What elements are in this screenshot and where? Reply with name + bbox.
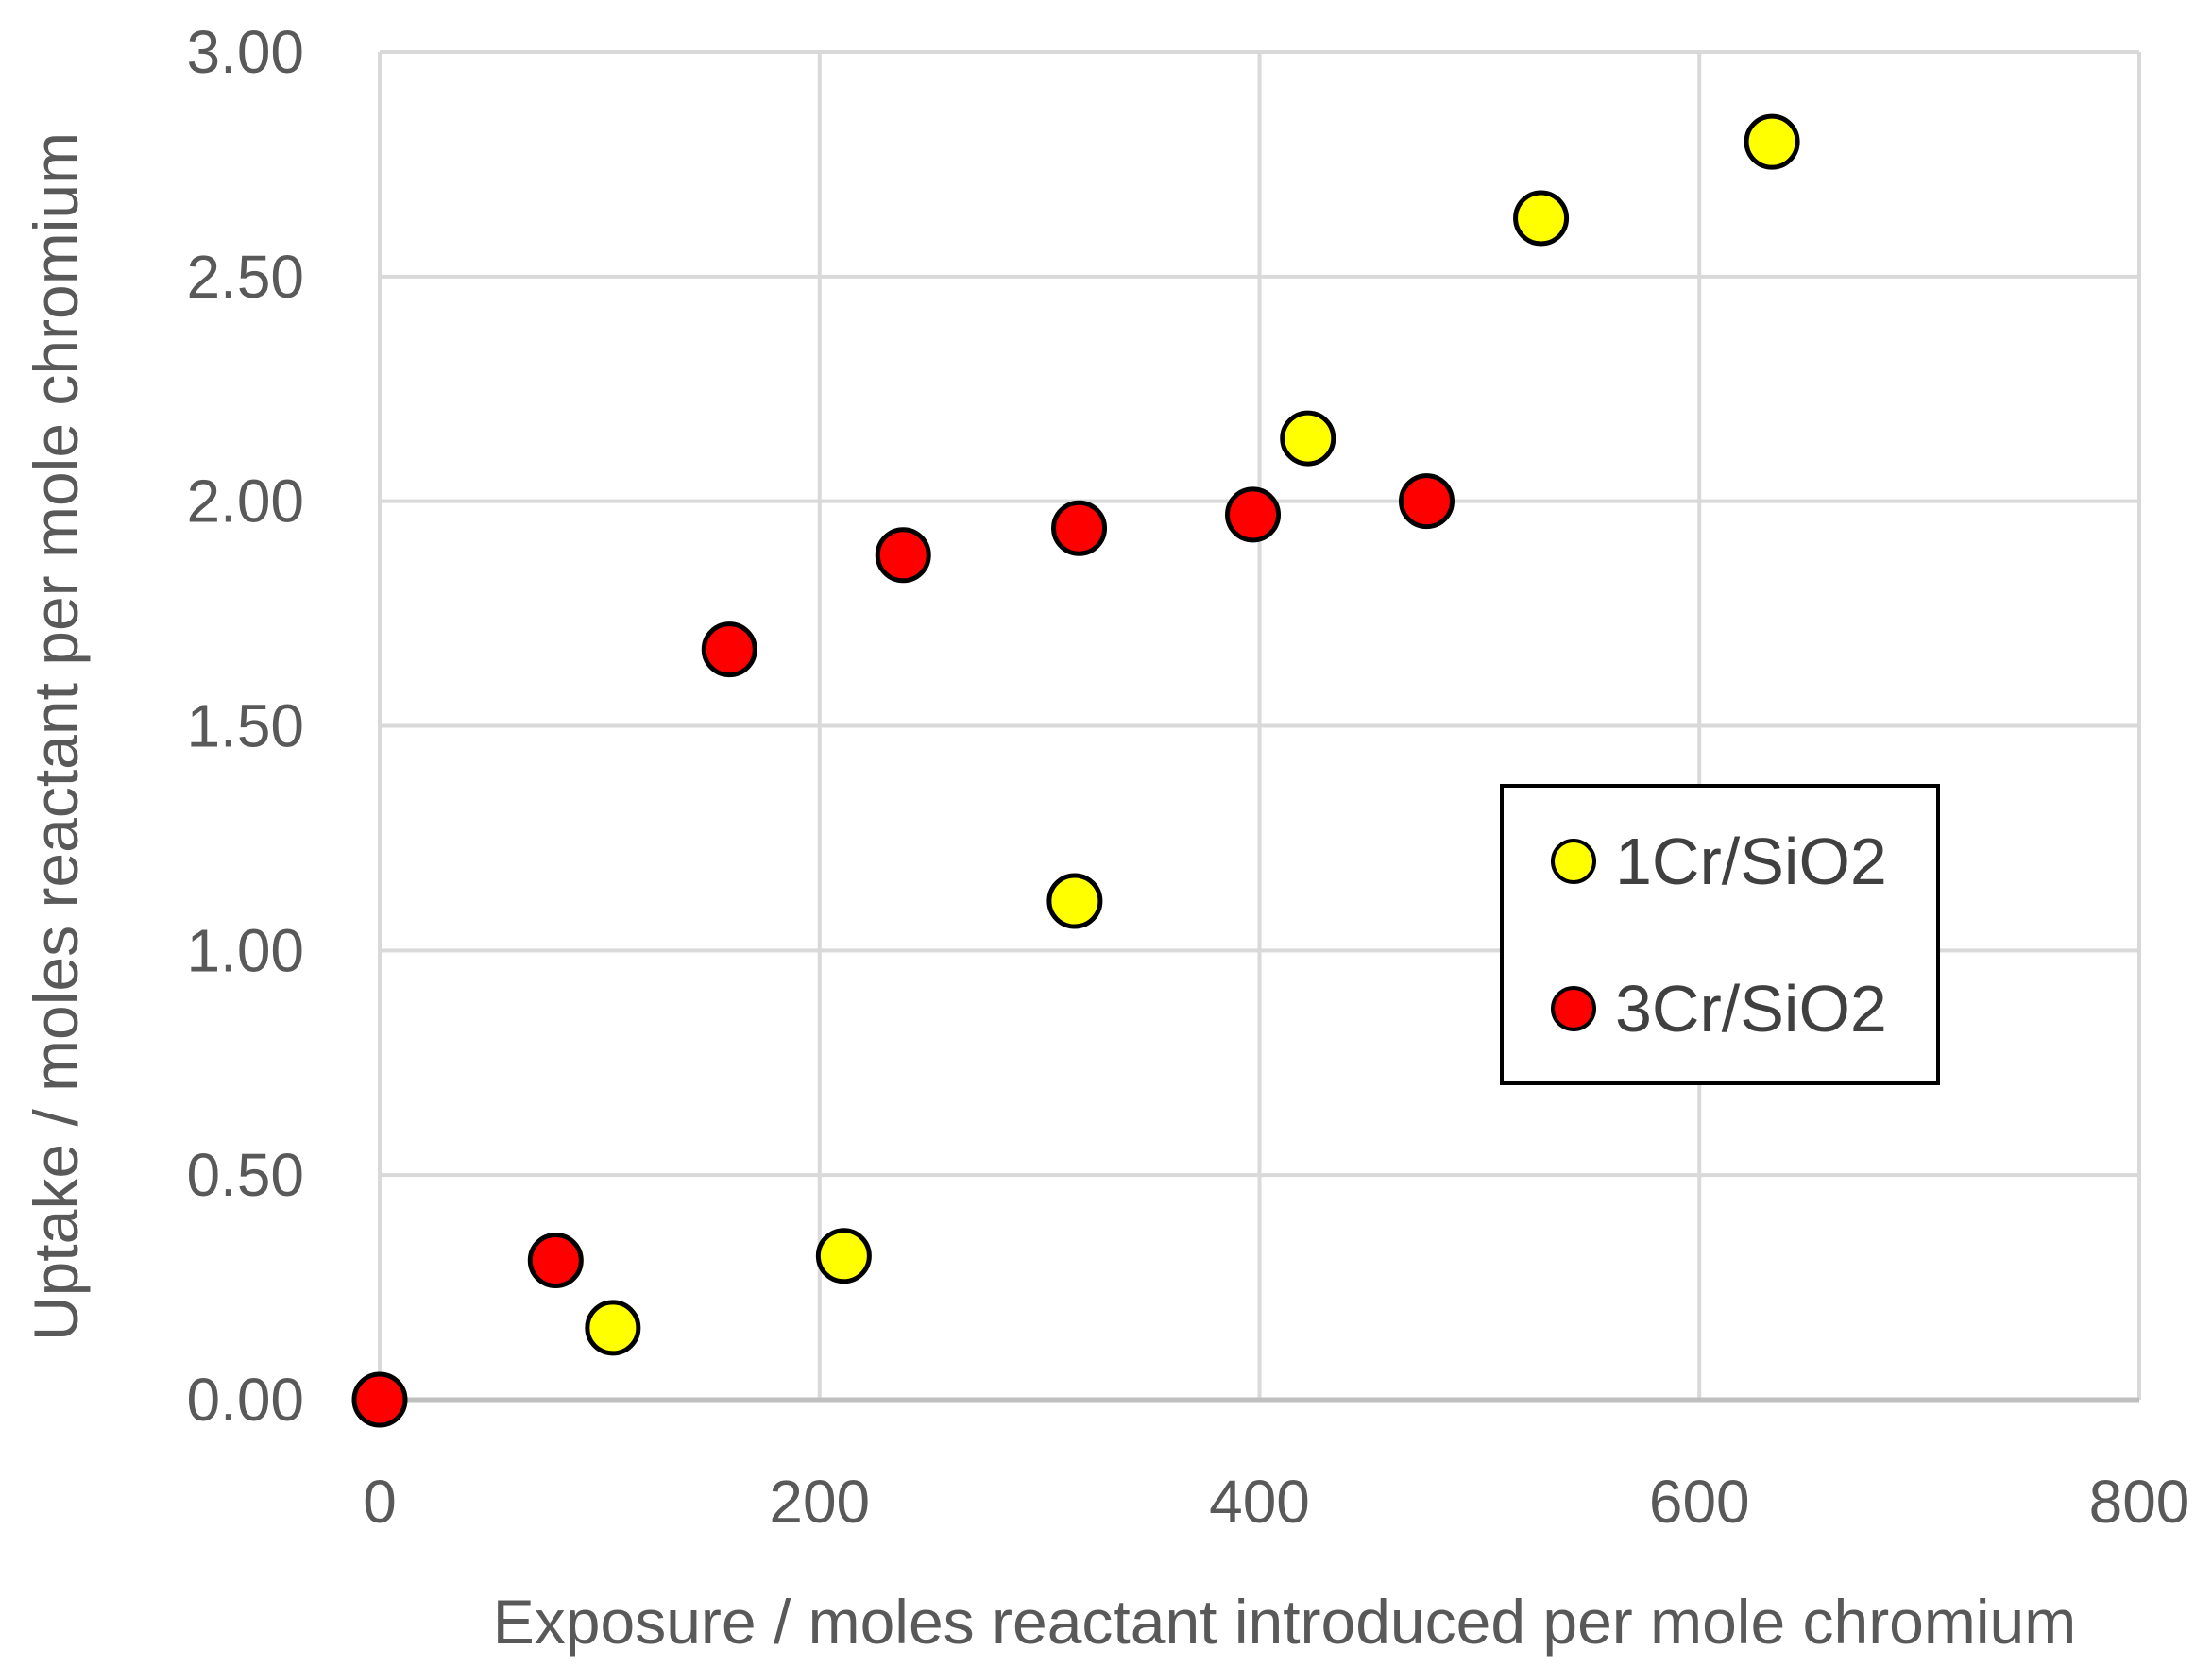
data-point-1cr [1280,410,1336,467]
data-point-3cr [527,1233,584,1289]
legend-marker-3cr [1551,986,1596,1031]
y-tick-label: 2.50 [186,243,304,311]
legend-label-1cr: 1Cr/SiO2 [1615,825,1887,898]
data-point-1cr [815,1228,872,1284]
y-tick-label: 3.00 [186,18,304,86]
tick-labels: 0.00 0.50 1.00 1.50 2.00 2.50 3.00 0 200 400 600 80… [186,18,2189,1536]
y-axis-title: Uptake / moles reactant per mole chromiu… [21,132,91,1341]
y-tick-label: 0.00 [186,1366,304,1434]
data-point-1cr [1046,873,1103,929]
x-tick-label: 400 [1209,1468,1310,1536]
data-point-1cr [1513,190,1570,247]
legend-marker-1cr [1551,839,1596,884]
y-tick-label: 1.00 [186,916,304,984]
x-tick-label: 200 [769,1468,870,1536]
data-point-1cr [1744,113,1800,170]
x-tick-label: 600 [1649,1468,1750,1536]
x-tick-label: 800 [2089,1468,2190,1536]
legend-label-3cr: 3Cr/SiO2 [1615,972,1887,1046]
data-points [351,113,1800,1428]
x-tick-label: 0 [363,1468,397,1536]
data-point-1cr [585,1300,641,1356]
x-axis-title: Exposure / moles reactant introduced per… [493,1587,2076,1657]
gridlines [378,50,2141,1402]
y-tick-label: 1.50 [186,692,304,760]
data-point-3cr [351,1371,408,1428]
y-tick-label: 2.00 [186,468,304,536]
y-tick-label: 0.50 [186,1141,304,1209]
legend: 1Cr/SiO2 3Cr/SiO2 [1500,784,1940,1085]
data-point-3cr [1051,500,1108,556]
data-point-3cr [701,621,757,678]
data-point-3cr [1398,473,1455,530]
data-point-3cr [1225,486,1282,543]
legend-box [1500,784,1940,1085]
data-point-3cr [875,527,931,584]
